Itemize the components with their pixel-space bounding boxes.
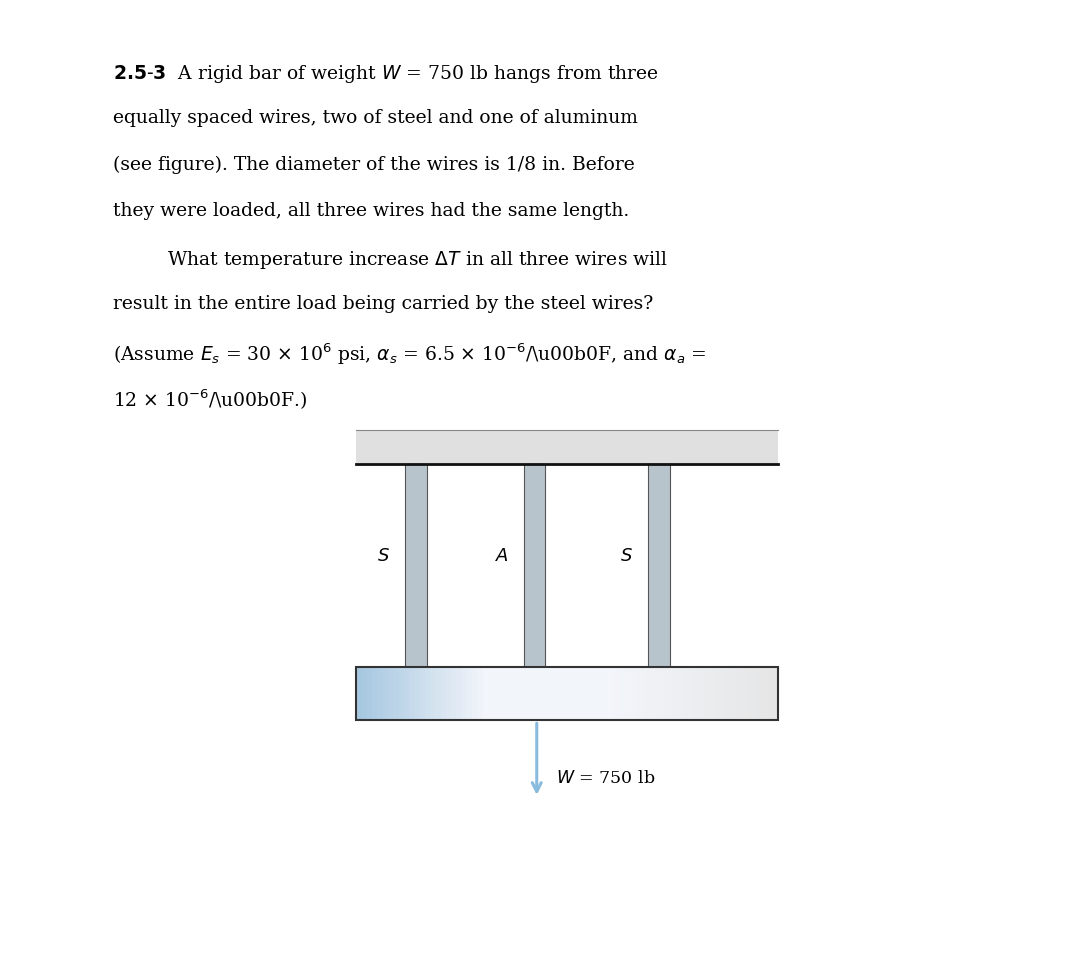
Bar <box>609 667 615 720</box>
Bar <box>399 667 404 720</box>
Text: result in the entire load being carried by the steel wires?: result in the entire load being carried … <box>113 295 653 313</box>
Text: equally spaced wires, two of steel and one of aluminum: equally spaced wires, two of steel and o… <box>113 109 638 128</box>
Bar <box>472 667 477 720</box>
Text: $\mathbf{2.5\text{-}3}$  A rigid bar of weight $W$ = 750 lb hangs from three: $\mathbf{2.5\text{-}3}$ A rigid bar of w… <box>113 63 659 85</box>
Text: $A$: $A$ <box>496 547 509 565</box>
Bar <box>725 667 730 720</box>
Bar <box>415 667 420 720</box>
Text: (see figure). The diameter of the wires is 1/8 in. Before: (see figure). The diameter of the wires … <box>113 156 635 174</box>
Bar <box>761 667 767 720</box>
Bar <box>388 667 393 720</box>
Bar <box>504 667 509 720</box>
Text: (Assume $E_s$ = 30 $\times$ 10$^6$ psi, $\alpha_s$ = 6.5 $\times$ 10$^{-6}$/\u00: (Assume $E_s$ = 30 $\times$ 10$^6$ psi, … <box>113 341 707 366</box>
Bar <box>752 667 756 720</box>
Bar <box>514 667 519 720</box>
Bar <box>420 667 424 720</box>
Bar <box>467 667 472 720</box>
Bar <box>662 667 667 720</box>
Bar <box>562 667 567 720</box>
Bar <box>378 667 382 720</box>
Text: What temperature increase $\Delta T$ in all three wires will: What temperature increase $\Delta T$ in … <box>167 249 669 271</box>
Bar <box>373 667 378 720</box>
Bar <box>640 667 646 720</box>
Bar <box>356 667 778 720</box>
Bar <box>772 667 778 720</box>
Bar <box>499 667 503 720</box>
Bar <box>593 667 598 720</box>
Bar <box>462 667 467 720</box>
Bar <box>393 667 399 720</box>
Bar <box>556 667 562 720</box>
Bar <box>578 667 583 720</box>
Bar <box>356 430 778 464</box>
Bar <box>598 667 604 720</box>
Text: they were loaded, all three wires had the same length.: they were loaded, all three wires had th… <box>113 202 630 220</box>
Bar <box>631 667 635 720</box>
Bar <box>735 667 741 720</box>
Bar <box>424 667 430 720</box>
Bar <box>530 667 536 720</box>
Bar <box>604 667 609 720</box>
Bar <box>451 667 457 720</box>
Bar <box>704 667 710 720</box>
Bar <box>667 667 672 720</box>
Bar <box>404 667 409 720</box>
Bar <box>519 667 525 720</box>
Bar <box>525 667 530 720</box>
Bar <box>683 667 688 720</box>
Bar <box>677 667 683 720</box>
Bar <box>446 667 451 720</box>
Bar <box>567 667 572 720</box>
Bar <box>741 667 746 720</box>
Bar <box>409 667 415 720</box>
Bar <box>625 667 631 720</box>
Bar <box>483 667 488 720</box>
Bar <box>710 667 715 720</box>
Bar <box>688 667 693 720</box>
Bar <box>488 667 494 720</box>
Bar <box>367 667 373 720</box>
Bar <box>699 667 704 720</box>
Bar <box>615 667 620 720</box>
Bar <box>524 464 545 667</box>
Bar <box>551 667 556 720</box>
Bar <box>588 667 593 720</box>
Bar <box>646 667 651 720</box>
Bar <box>693 667 699 720</box>
Text: 12 $\times$ 10$^{-6}$/\u00b0F.): 12 $\times$ 10$^{-6}$/\u00b0F.) <box>113 388 308 412</box>
Bar <box>457 667 462 720</box>
Bar <box>767 667 772 720</box>
Text: $W$ = 750 lb: $W$ = 750 lb <box>556 770 656 787</box>
Bar <box>756 667 761 720</box>
Bar <box>382 667 388 720</box>
Bar <box>715 667 719 720</box>
Bar <box>441 667 446 720</box>
Text: $S$: $S$ <box>377 547 390 565</box>
Bar <box>672 667 677 720</box>
Bar <box>494 667 499 720</box>
Text: $S$: $S$ <box>620 547 633 565</box>
Bar <box>541 667 545 720</box>
Bar <box>651 667 657 720</box>
Bar <box>719 667 725 720</box>
Bar <box>356 667 362 720</box>
Bar <box>477 667 483 720</box>
Bar <box>572 667 578 720</box>
Bar <box>583 667 589 720</box>
Bar <box>657 667 662 720</box>
Bar <box>536 667 541 720</box>
Bar <box>509 667 514 720</box>
Bar <box>620 667 625 720</box>
Bar <box>435 667 441 720</box>
Bar <box>430 667 435 720</box>
Bar <box>648 464 670 667</box>
Bar <box>730 667 735 720</box>
Bar <box>746 667 752 720</box>
Bar <box>362 667 367 720</box>
Bar <box>545 667 551 720</box>
Bar <box>405 464 427 667</box>
Bar <box>635 667 640 720</box>
